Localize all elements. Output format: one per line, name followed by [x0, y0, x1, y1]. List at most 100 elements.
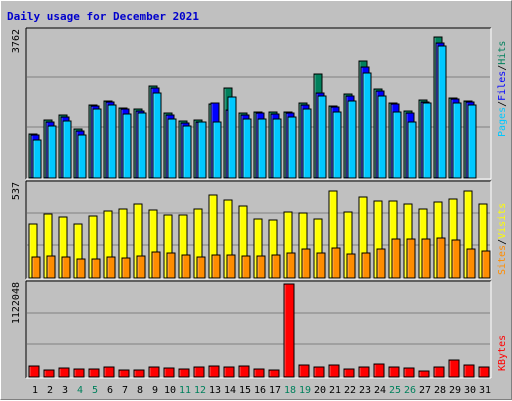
x-tick-day-13: 13 [209, 385, 221, 396]
bar-pages-day-28 [437, 45, 447, 179]
bar-sites-day-23 [361, 252, 371, 279]
bar-pages-day-9 [152, 92, 162, 179]
bar-pages-day-7 [122, 113, 132, 179]
bar-sites-day-22 [346, 253, 356, 279]
bar-pages-day-21 [332, 111, 342, 179]
bar-pages-day-30 [467, 104, 477, 179]
legend-part: / [497, 239, 508, 245]
bar-kbytes-day-16 [253, 368, 265, 378]
bar-sites-day-15 [241, 255, 251, 279]
bar-pages-day-24 [377, 95, 387, 179]
bar-pages-day-27 [422, 102, 432, 179]
legend-panel3: KBytes [497, 335, 508, 371]
bar-kbytes-day-4 [73, 368, 85, 378]
bar-pages-day-22 [347, 100, 357, 179]
bar-sites-day-6 [106, 256, 116, 279]
chart-title: Daily usage for December 2021 [7, 10, 199, 23]
bar-kbytes-day-24 [373, 363, 385, 378]
bar-kbytes-day-18 [283, 283, 295, 378]
bar-pages-day-3 [62, 120, 72, 179]
x-tick-day-1: 1 [32, 385, 38, 396]
bar-sites-day-16 [256, 255, 266, 279]
bar-sites-day-14 [226, 254, 236, 279]
bar-sites-day-31 [481, 250, 491, 279]
bar-pages-day-25 [392, 111, 402, 179]
bar-sites-day-12 [196, 256, 206, 279]
bar-pages-day-8 [137, 112, 147, 179]
bar-pages-day-1 [32, 139, 42, 179]
bar-pages-day-20 [317, 95, 327, 179]
bar-sites-day-19 [301, 248, 311, 279]
bar-sites-day-7 [121, 257, 131, 279]
bar-pages-day-6 [107, 104, 117, 179]
bar-sites-day-8 [136, 255, 146, 279]
panel-background [26, 281, 491, 378]
bar-kbytes-day-31 [478, 366, 490, 378]
legend-part: Sites [497, 245, 508, 275]
bar-kbytes-day-5 [88, 368, 100, 378]
x-tick-day-22: 22 [344, 385, 356, 396]
x-tick-day-12: 12 [194, 385, 206, 396]
x-tick-day-25: 25 [389, 385, 401, 396]
bar-kbytes-day-19 [298, 364, 310, 378]
bar-kbytes-day-15 [238, 365, 250, 378]
bar-kbytes-day-21 [328, 364, 340, 378]
x-tick-day-3: 3 [62, 385, 68, 396]
y-max-label: 3762 [11, 29, 22, 53]
bar-sites-day-28 [436, 237, 446, 279]
x-tick-day-23: 23 [359, 385, 371, 396]
panel-visits-sites: 537 [11, 180, 492, 280]
x-tick-day-27: 27 [419, 385, 431, 396]
x-tick-day-26: 26 [404, 385, 416, 396]
bar-sites-day-18 [286, 252, 296, 279]
bar-pages-day-13 [212, 121, 222, 179]
bar-kbytes-day-27 [418, 370, 430, 378]
x-tick-day-16: 16 [254, 385, 266, 396]
x-tick-day-14: 14 [224, 385, 236, 396]
bar-pages-day-4 [77, 134, 87, 179]
bar-pages-day-14 [227, 96, 237, 179]
legend-part: / [497, 101, 508, 107]
x-tick-day-17: 17 [269, 385, 281, 396]
panel-kbytes: 1122048 [11, 280, 492, 379]
bar-sites-day-10 [166, 252, 176, 279]
bar-sites-day-17 [271, 254, 281, 279]
bar-sites-day-9 [151, 251, 161, 279]
x-tick-day-10: 10 [164, 385, 176, 396]
bar-kbytes-day-2 [43, 369, 55, 378]
x-tick-day-6: 6 [107, 385, 113, 396]
bar-kbytes-day-14 [223, 366, 235, 378]
bar-pages-day-15 [242, 118, 252, 179]
legend-part: Hits [497, 41, 508, 65]
bar-sites-day-13 [211, 254, 221, 279]
bar-pages-day-17 [272, 118, 282, 179]
legend-part: KBytes [497, 335, 508, 371]
legend-part: Visits [497, 203, 508, 239]
bar-kbytes-day-12 [193, 366, 205, 378]
x-tick-day-11: 11 [179, 385, 191, 396]
bar-sites-day-1 [31, 256, 41, 279]
bar-sites-day-25 [391, 238, 401, 279]
bar-pages-day-2 [47, 125, 57, 179]
x-tick-day-24: 24 [374, 385, 386, 396]
bar-kbytes-day-13 [208, 365, 220, 378]
legend-panel2: Sites/Visits [497, 203, 508, 275]
bar-sites-day-2 [46, 255, 56, 279]
bar-sites-day-24 [376, 248, 386, 279]
bar-kbytes-day-29 [448, 359, 460, 378]
bar-kbytes-day-11 [178, 368, 190, 378]
x-tick-day-31: 31 [479, 385, 491, 396]
bar-kbytes-day-20 [313, 366, 325, 378]
bar-kbytes-day-28 [433, 366, 445, 378]
bar-sites-day-27 [421, 238, 431, 279]
x-tick-day-4: 4 [77, 385, 83, 396]
y-max-label: 537 [11, 182, 22, 200]
bar-pages-day-29 [452, 102, 462, 179]
bar-kbytes-day-26 [403, 367, 415, 378]
bar-kbytes-day-10 [163, 367, 175, 378]
bar-pages-day-23 [362, 72, 372, 179]
x-tick-day-8: 8 [137, 385, 143, 396]
bar-kbytes-day-8 [133, 369, 145, 378]
bar-pages-day-26 [407, 121, 417, 179]
bar-sites-day-20 [316, 252, 326, 279]
